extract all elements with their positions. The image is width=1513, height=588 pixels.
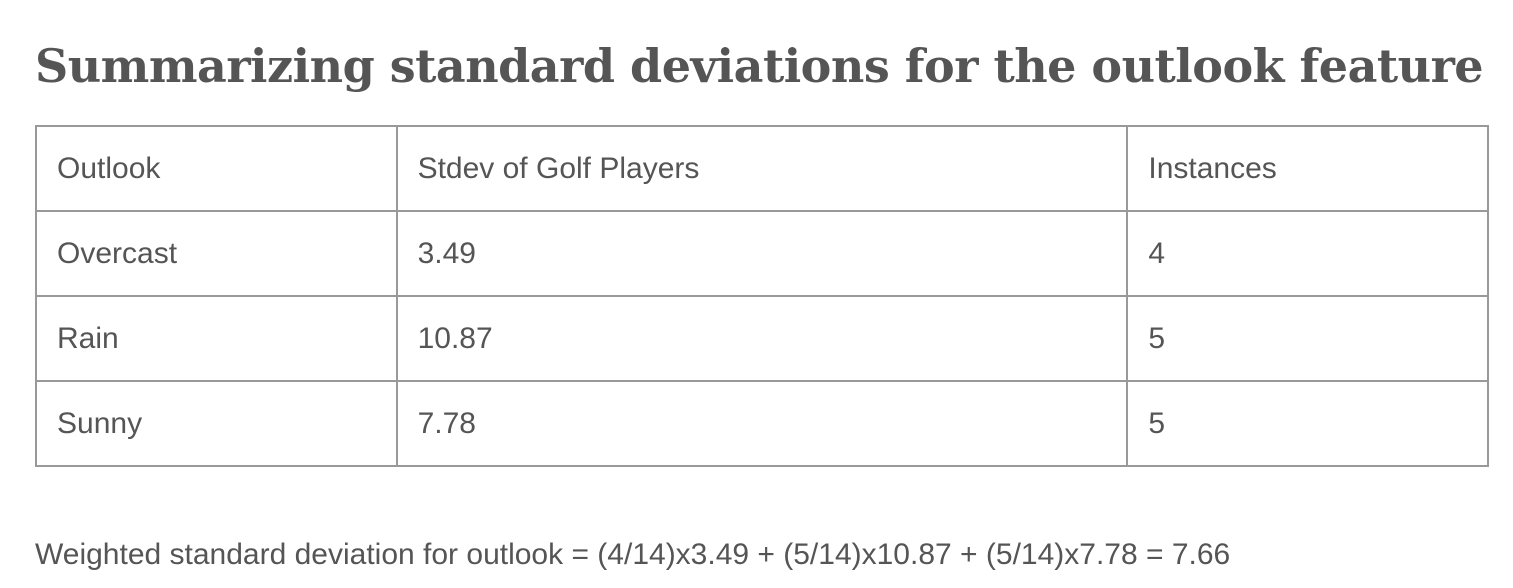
- cell-instances: 5: [1126, 380, 1489, 467]
- header-instances: Instances: [1126, 125, 1489, 212]
- header-stdev: Stdev of Golf Players: [395, 125, 1129, 212]
- cell-instances: 5: [1126, 295, 1489, 382]
- header-outlook: Outlook: [35, 125, 398, 212]
- cell-stdev: 3.49: [395, 210, 1129, 297]
- cell-outlook: Overcast: [35, 210, 398, 297]
- table-header-row: Outlook Stdev of Golf Players Instances: [35, 125, 1489, 212]
- weighted-stdev-formula: Weighted standard deviation for outlook …: [35, 538, 1231, 571]
- table-row: Overcast 3.49 4: [35, 210, 1489, 297]
- cell-stdev: 10.87: [395, 295, 1129, 382]
- cell-stdev: 7.78: [395, 380, 1129, 467]
- table-row: Sunny 7.78 5: [35, 380, 1489, 467]
- stdev-summary-table: Outlook Stdev of Golf Players Instances …: [35, 125, 1489, 467]
- cell-outlook: Sunny: [35, 380, 398, 467]
- table-row: Rain 10.87 5: [35, 295, 1489, 382]
- section-heading: Summarizing standard deviations for the …: [35, 39, 1484, 93]
- cell-instances: 4: [1126, 210, 1489, 297]
- cell-outlook: Rain: [35, 295, 398, 382]
